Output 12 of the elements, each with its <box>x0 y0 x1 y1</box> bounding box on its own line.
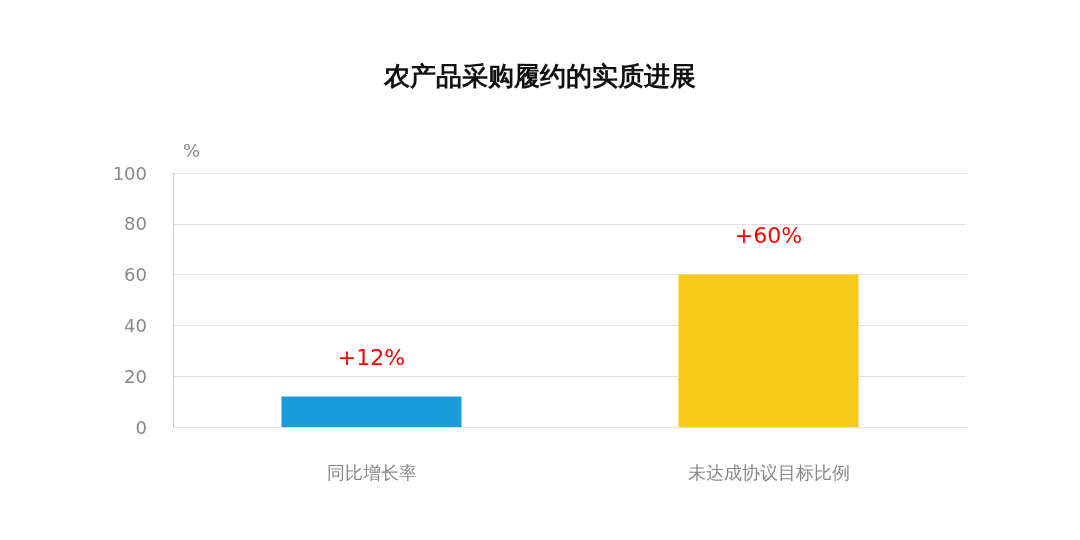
y-tick-label: 20 <box>124 365 147 387</box>
y-tick-label: 0 <box>135 416 147 438</box>
data-label: +60% <box>734 223 803 249</box>
data-label: +12% <box>337 345 406 371</box>
chart-title: 农产品采购履约的实质进展 <box>383 61 696 91</box>
y-tick-label: 100 <box>112 162 147 184</box>
y-axis-title: % <box>183 139 201 161</box>
y-tick-label: 40 <box>124 314 147 336</box>
y-tick-label: 60 <box>124 264 147 286</box>
x-tick-label: 未达成协议目标比例 <box>687 461 850 483</box>
y-tick-label: 80 <box>124 213 147 235</box>
x-tick-label: 同比增长率 <box>326 461 417 483</box>
